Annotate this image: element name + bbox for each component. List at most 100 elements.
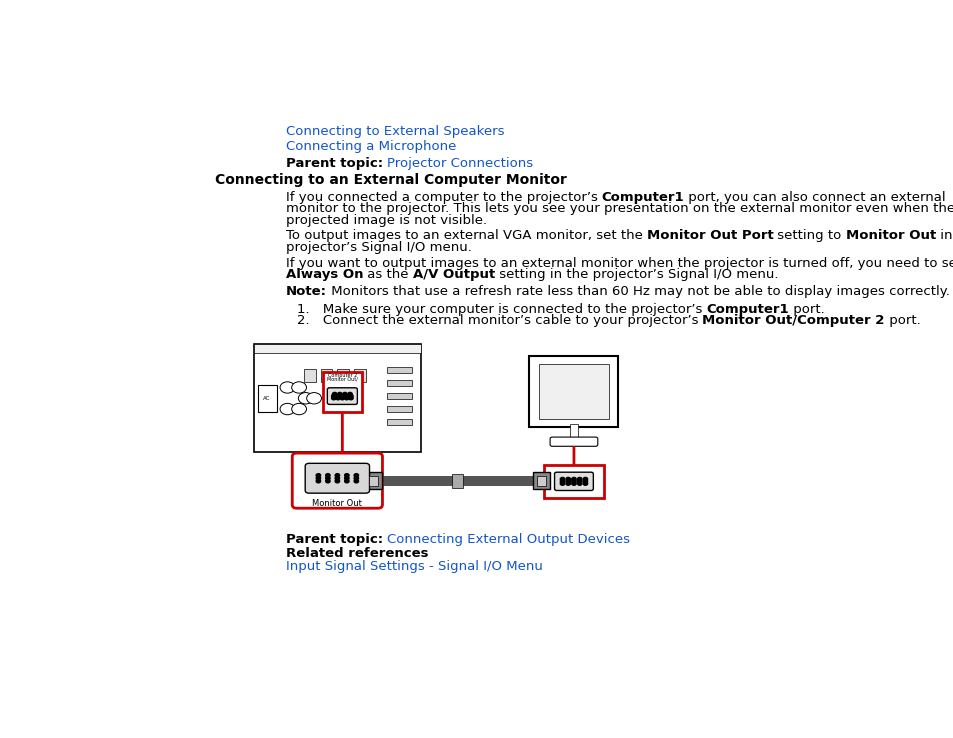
FancyBboxPatch shape xyxy=(536,475,546,486)
Text: Computer1: Computer1 xyxy=(601,191,683,204)
Text: Connecting to External Speakers: Connecting to External Speakers xyxy=(285,125,503,139)
Text: Monitor Out/Computer 2: Monitor Out/Computer 2 xyxy=(701,314,883,327)
Circle shape xyxy=(354,474,358,477)
Circle shape xyxy=(280,382,294,393)
Text: To output images to an external VGA monitor, set the: To output images to an external VGA moni… xyxy=(285,230,646,243)
Circle shape xyxy=(340,394,344,398)
FancyBboxPatch shape xyxy=(381,475,533,486)
Circle shape xyxy=(335,396,340,400)
Text: AC: AC xyxy=(263,396,270,401)
Circle shape xyxy=(582,477,587,481)
FancyBboxPatch shape xyxy=(354,369,365,382)
Text: port, you can also connect an external: port, you can also connect an external xyxy=(683,191,945,204)
Circle shape xyxy=(315,480,320,483)
Circle shape xyxy=(354,480,358,483)
Text: setting to: setting to xyxy=(773,230,845,243)
Circle shape xyxy=(344,474,349,477)
Text: Parent topic:: Parent topic: xyxy=(285,533,387,546)
Bar xyxy=(387,418,412,425)
Text: Computer 2: Computer 2 xyxy=(328,373,356,378)
FancyBboxPatch shape xyxy=(538,364,608,419)
Bar xyxy=(387,367,412,373)
Circle shape xyxy=(559,477,564,481)
Circle shape xyxy=(559,480,564,483)
Text: as the: as the xyxy=(363,268,413,281)
Circle shape xyxy=(315,477,320,480)
Circle shape xyxy=(571,480,576,483)
FancyBboxPatch shape xyxy=(253,344,420,452)
Text: Input Signal Settings - Signal I/O Menu: Input Signal Settings - Signal I/O Menu xyxy=(285,560,542,573)
Circle shape xyxy=(571,482,576,486)
FancyBboxPatch shape xyxy=(322,372,362,413)
Circle shape xyxy=(292,404,306,415)
Text: Monitor Out: Monitor Out xyxy=(312,499,362,508)
FancyBboxPatch shape xyxy=(337,369,349,382)
Circle shape xyxy=(565,477,570,481)
FancyBboxPatch shape xyxy=(304,369,315,382)
Bar xyxy=(570,424,578,439)
Text: port.: port. xyxy=(883,314,920,327)
Text: monitor to the projector. This lets you see your presentation on the external mo: monitor to the projector. This lets you … xyxy=(285,202,953,215)
Text: Monitor Out: Monitor Out xyxy=(845,230,935,243)
Circle shape xyxy=(348,396,353,400)
Circle shape xyxy=(335,480,339,483)
FancyBboxPatch shape xyxy=(550,437,598,446)
Text: A/V Output: A/V Output xyxy=(413,268,495,281)
FancyBboxPatch shape xyxy=(327,387,357,404)
Text: Related references: Related references xyxy=(285,547,428,560)
Circle shape xyxy=(292,382,306,393)
Circle shape xyxy=(582,482,587,486)
FancyBboxPatch shape xyxy=(320,369,332,382)
Circle shape xyxy=(335,474,339,477)
Text: setting in the projector’s Signal I/O menu.: setting in the projector’s Signal I/O me… xyxy=(495,268,778,281)
Text: Connecting a Microphone: Connecting a Microphone xyxy=(285,139,456,153)
Text: Projector Connections: Projector Connections xyxy=(387,156,533,170)
Text: Monitor Out/: Monitor Out/ xyxy=(327,376,357,382)
Circle shape xyxy=(325,474,330,477)
FancyBboxPatch shape xyxy=(543,465,603,497)
Circle shape xyxy=(344,396,349,400)
Circle shape xyxy=(332,394,335,398)
Text: If you want to output images to an external monitor when the projector is turned: If you want to output images to an exter… xyxy=(285,257,953,270)
Bar xyxy=(387,406,412,413)
Circle shape xyxy=(348,394,353,398)
Circle shape xyxy=(340,396,344,400)
FancyBboxPatch shape xyxy=(305,463,369,493)
Circle shape xyxy=(342,393,347,396)
FancyBboxPatch shape xyxy=(365,472,381,489)
Circle shape xyxy=(577,480,581,483)
Circle shape xyxy=(577,477,581,481)
Circle shape xyxy=(565,482,570,486)
Text: Always On: Always On xyxy=(285,268,363,281)
Bar xyxy=(253,344,420,353)
Circle shape xyxy=(582,480,587,483)
FancyBboxPatch shape xyxy=(533,472,549,489)
Text: projected image is not visible.: projected image is not visible. xyxy=(285,213,486,227)
Circle shape xyxy=(344,394,349,398)
Text: Parent topic:: Parent topic: xyxy=(285,156,387,170)
Circle shape xyxy=(337,393,341,396)
FancyBboxPatch shape xyxy=(529,356,618,427)
Circle shape xyxy=(344,477,349,480)
Circle shape xyxy=(332,393,336,396)
Text: Computer1: Computer1 xyxy=(705,303,788,316)
Circle shape xyxy=(332,396,335,400)
Circle shape xyxy=(565,480,570,483)
Text: If you connected a computer to the projector’s: If you connected a computer to the proje… xyxy=(285,191,601,204)
Bar xyxy=(387,380,412,387)
Circle shape xyxy=(335,394,340,398)
Circle shape xyxy=(315,474,320,477)
Circle shape xyxy=(306,393,321,404)
Bar xyxy=(387,393,412,399)
Circle shape xyxy=(571,477,576,481)
Text: 2. Connect the external monitor’s cable to your projector’s: 2. Connect the external monitor’s cable … xyxy=(296,314,701,327)
Circle shape xyxy=(559,482,564,486)
Circle shape xyxy=(335,477,339,480)
Circle shape xyxy=(325,480,330,483)
Circle shape xyxy=(298,393,313,404)
Text: port.: port. xyxy=(788,303,823,316)
FancyBboxPatch shape xyxy=(368,475,378,486)
Text: projector’s Signal I/O menu.: projector’s Signal I/O menu. xyxy=(285,241,471,254)
Circle shape xyxy=(344,480,349,483)
Text: Note:: Note: xyxy=(285,285,326,297)
